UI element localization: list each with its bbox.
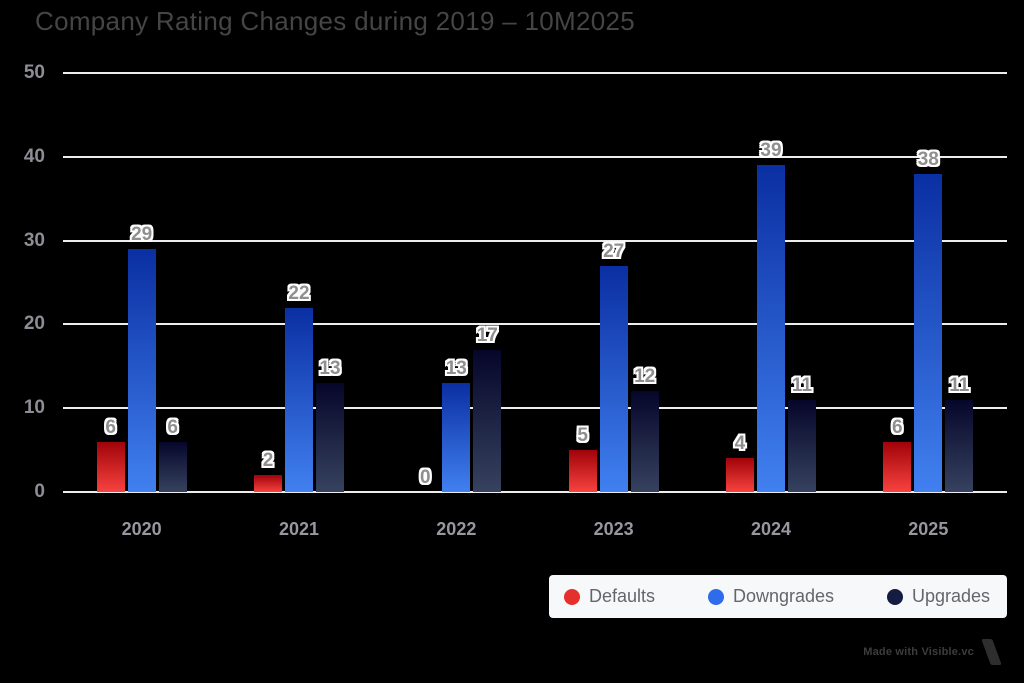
legend-label-downgrades: Downgrades bbox=[732, 586, 835, 606]
bar-value-label: 4 bbox=[734, 433, 746, 455]
gridline bbox=[63, 239, 1007, 242]
bar-value-label: 39 bbox=[760, 140, 782, 162]
bar-value-label: 13 bbox=[319, 358, 341, 380]
bar-group-2022: 0 13 17 bbox=[378, 73, 535, 492]
bar-value-label: 22 bbox=[288, 282, 310, 304]
bar-value-label: 0 bbox=[420, 467, 431, 488]
legend-label-upgrades: Upgrades bbox=[911, 586, 990, 606]
chart-title: Company Rating Changes during 2019 – 10M… bbox=[35, 6, 636, 36]
bar-group-2025: 6 38 11 bbox=[850, 73, 1007, 492]
barwrap-upgrades-2020: 6 bbox=[158, 73, 187, 492]
y-axis: 0 10 20 30 40 50 bbox=[0, 62, 45, 502]
bar-value-label: 11 bbox=[791, 374, 813, 396]
barwrap-defaults-2021: 2 bbox=[253, 73, 282, 492]
y-axis-tick-label: 20 bbox=[23, 313, 45, 335]
bar-downgrades-2021 bbox=[284, 307, 313, 492]
barwrap-upgrades-2021: 13 bbox=[315, 73, 344, 492]
barwrap-downgrades-2025: 38 bbox=[914, 73, 943, 492]
bar-groups: 6 29 6 2 22 13 0 13 17 5 27 12 4 39 11 6 38 11 bbox=[63, 73, 1007, 492]
bar-upgrades-2022 bbox=[473, 349, 502, 492]
bar-value-label: 12 bbox=[634, 366, 656, 388]
bar-upgrades-2020 bbox=[158, 441, 187, 492]
barwrap-downgrades-2023: 27 bbox=[599, 73, 628, 492]
bar-value-label: 17 bbox=[476, 324, 498, 346]
upgrades-dot-icon bbox=[886, 588, 903, 605]
bar-downgrades-2024 bbox=[756, 165, 785, 492]
x-axis: 2020 2021 2022 2023 2024 2025 bbox=[63, 519, 1007, 540]
bar-value-label: 2 bbox=[262, 450, 274, 472]
barwrap-defaults-2025: 6 bbox=[883, 73, 912, 492]
barwrap-downgrades-2020: 29 bbox=[127, 73, 156, 492]
bar-value-label: 13 bbox=[445, 358, 467, 380]
bar-downgrades-2025 bbox=[914, 173, 943, 492]
bar-defaults-2023 bbox=[568, 450, 597, 492]
bar-group-2023: 5 27 12 bbox=[535, 73, 692, 492]
bar-defaults-2020 bbox=[96, 441, 125, 492]
bar-upgrades-2024 bbox=[787, 399, 816, 492]
bar-upgrades-2023 bbox=[630, 391, 659, 492]
y-axis-tick-label: 0 bbox=[34, 481, 45, 502]
bar-defaults-2021 bbox=[253, 475, 282, 492]
bar-group-2020: 6 29 6 bbox=[63, 73, 220, 492]
barwrap-upgrades-2025: 11 bbox=[945, 73, 974, 492]
barwrap-upgrades-2024: 11 bbox=[787, 73, 816, 492]
bar-value-label: 6 bbox=[167, 416, 178, 438]
x-axis-tick-label: 2022 bbox=[436, 519, 477, 539]
x-axis-tick-label: 2024 bbox=[750, 519, 791, 539]
bar-value-label: 6 bbox=[892, 416, 903, 438]
y-axis-tick-label: 50 bbox=[23, 62, 45, 83]
downgrades-dot-icon bbox=[707, 588, 724, 605]
bar-value-label: 6 bbox=[105, 416, 116, 438]
gridline bbox=[63, 323, 1007, 326]
bar-downgrades-2022 bbox=[442, 383, 471, 492]
bar-defaults-2024 bbox=[725, 458, 754, 492]
bar-value-label: 27 bbox=[603, 240, 625, 262]
barwrap-upgrades-2022: 17 bbox=[473, 73, 502, 492]
bar-defaults-2025 bbox=[883, 441, 912, 492]
y-axis-tick-label: 30 bbox=[23, 229, 45, 251]
barwrap-defaults-2020: 6 bbox=[96, 73, 125, 492]
x-axis-tick-label: 2025 bbox=[908, 519, 949, 539]
legend-item-defaults: Defaults bbox=[564, 586, 655, 607]
gridline bbox=[63, 72, 1007, 74]
plot-area: 6 29 6 2 22 13 0 13 17 5 27 12 4 39 11 6 38 11 bbox=[63, 72, 1007, 493]
barwrap-downgrades-2021: 22 bbox=[284, 73, 313, 492]
barwrap-downgrades-2022: 13 bbox=[442, 73, 471, 492]
bar-upgrades-2025 bbox=[945, 399, 974, 492]
barwrap-downgrades-2024: 39 bbox=[756, 73, 785, 492]
bar-group-2021: 2 22 13 bbox=[220, 73, 377, 492]
bar-downgrades-2023 bbox=[599, 265, 628, 492]
visible-vc-logo-icon bbox=[981, 639, 1002, 665]
barwrap-upgrades-2023: 12 bbox=[630, 73, 659, 492]
gridline bbox=[63, 155, 1007, 158]
credit: Made with Visible.vc bbox=[863, 639, 1002, 665]
y-axis-tick-label: 10 bbox=[23, 397, 45, 419]
legend-item-downgrades: Downgrades bbox=[707, 586, 835, 607]
barwrap-defaults-2022: 0 bbox=[411, 73, 439, 492]
x-axis-tick-label: 2023 bbox=[593, 519, 634, 539]
barwrap-defaults-2024: 4 bbox=[725, 73, 754, 492]
defaults-dot-icon bbox=[564, 588, 580, 605]
gridline bbox=[63, 407, 1007, 410]
barwrap-defaults-2023: 5 bbox=[568, 73, 597, 492]
y-axis-tick-label: 40 bbox=[23, 145, 45, 167]
bar-upgrades-2021 bbox=[315, 383, 344, 492]
legend-item-upgrades: Upgrades bbox=[886, 586, 990, 607]
gridline bbox=[63, 491, 1007, 493]
bar-value-label: 11 bbox=[949, 374, 970, 396]
credit-text: Made with Visible.vc bbox=[863, 646, 974, 658]
bar-value-label: 5 bbox=[577, 425, 588, 447]
bar-downgrades-2020 bbox=[127, 248, 156, 492]
bar-group-2024: 4 39 11 bbox=[692, 73, 849, 492]
legend: Defaults Downgrades Upgrades bbox=[549, 575, 1007, 618]
bar-value-label: 38 bbox=[917, 148, 939, 170]
legend-label-defaults: Defaults bbox=[589, 586, 656, 606]
x-axis-tick-label: 2021 bbox=[278, 519, 320, 539]
x-axis-tick-label: 2020 bbox=[121, 519, 162, 539]
bar-value-label: 29 bbox=[131, 223, 153, 245]
